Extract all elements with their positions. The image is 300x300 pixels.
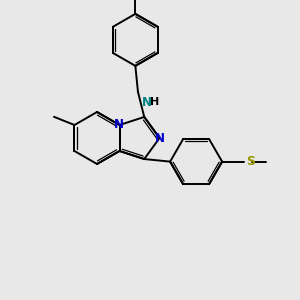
Text: N: N	[154, 131, 164, 145]
Text: S: S	[246, 155, 255, 168]
Text: H: H	[151, 98, 160, 107]
Text: N: N	[142, 96, 152, 109]
Text: N: N	[113, 118, 124, 130]
